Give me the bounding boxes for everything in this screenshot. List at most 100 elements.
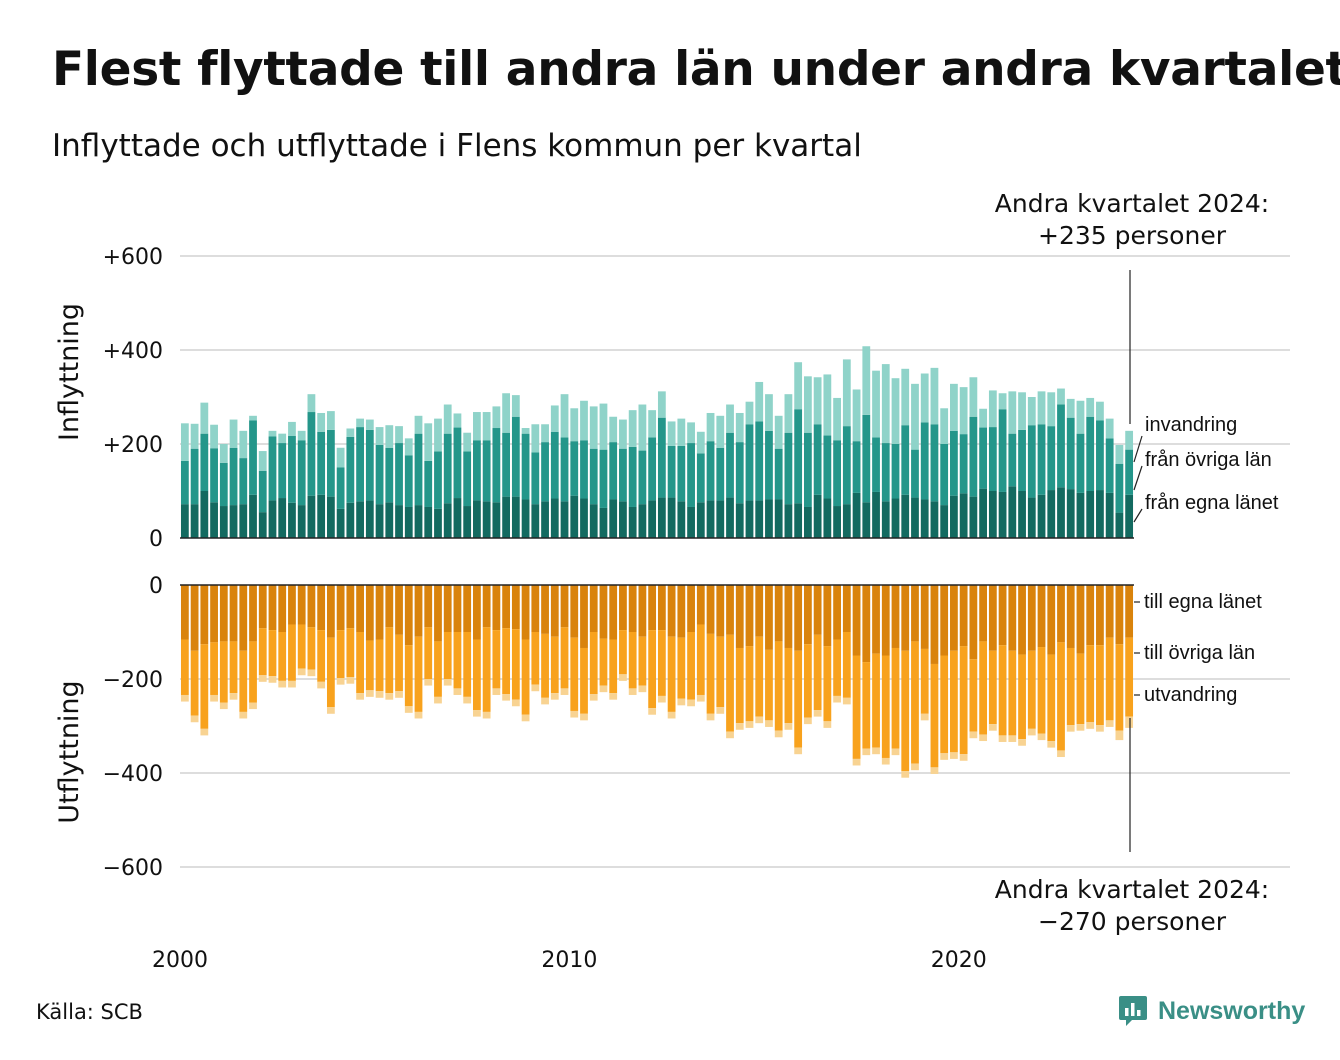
- y-tick-label: +600: [103, 245, 163, 270]
- bar-out-ovriga: [998, 645, 1007, 736]
- bar-out-egna: [258, 585, 267, 629]
- bar-out-utvandring: [229, 693, 238, 700]
- bar-out-ovriga: [560, 627, 569, 689]
- bar-out-egna: [239, 585, 248, 651]
- bar-in-ovriga: [297, 440, 306, 506]
- bar-out-egna: [599, 585, 608, 639]
- bar-in-invandring: [404, 438, 413, 456]
- bar-in-invandring: [1125, 430, 1134, 450]
- bar-out-utvandring: [872, 747, 880, 755]
- bar-out-ovriga: [735, 647, 744, 724]
- bar-out-egna: [463, 585, 472, 632]
- bar-out-ovriga: [1086, 645, 1095, 723]
- bar-in-invandring: [268, 430, 277, 437]
- bar-in-ovriga: [862, 414, 871, 503]
- y-tick-label: +400: [103, 339, 163, 364]
- bar-in-invandring: [414, 415, 423, 434]
- bar-in-ovriga: [969, 416, 978, 497]
- bar-out-ovriga: [765, 649, 773, 721]
- bar-in-ovriga: [375, 444, 384, 505]
- bar-in-invandring: [200, 402, 209, 434]
- bar-in-ovriga: [346, 436, 355, 503]
- bar-out-utvandring: [1008, 735, 1017, 742]
- bar-in-egna: [901, 494, 910, 538]
- bar-in-invandring: [453, 413, 462, 428]
- bar-out-egna: [628, 585, 637, 632]
- gridlines: [180, 255, 1290, 868]
- legend-label-in: invandring: [1145, 414, 1237, 436]
- bar-out-utvandring: [1076, 724, 1085, 731]
- bar-in-ovriga: [356, 427, 364, 502]
- bar-out-ovriga: [930, 663, 939, 768]
- bar-out-egna: [765, 585, 773, 650]
- chart-subtitle: Inflyttade och utflyttade i Flens kommun…: [52, 128, 862, 164]
- bar-in-egna: [687, 506, 695, 538]
- chart-title: Flest flyttade till andra län under andr…: [52, 42, 1340, 97]
- bar-in-ovriga: [774, 448, 783, 500]
- bar-in-ovriga: [667, 445, 676, 498]
- bar-out-utvandring: [395, 691, 403, 698]
- bar-in-egna: [521, 499, 530, 538]
- bar-in-invandring: [1066, 398, 1075, 418]
- bar-out-ovriga: [852, 655, 861, 759]
- bar-in-egna: [307, 495, 316, 538]
- bar-in-invandring: [580, 400, 588, 441]
- bar-out-ovriga: [1008, 650, 1017, 736]
- bar-out-ovriga: [667, 636, 676, 712]
- bar-in-ovriga: [726, 432, 734, 498]
- bar-in-invandring: [648, 410, 657, 438]
- bar-out-egna: [745, 585, 754, 647]
- bar-in-egna: [852, 492, 861, 538]
- bar-in-egna: [930, 501, 939, 538]
- bar-out-ovriga: [774, 641, 783, 731]
- bar-in-egna: [765, 499, 773, 538]
- bar-in-egna: [414, 505, 423, 538]
- bar-out-egna: [735, 585, 744, 648]
- bar-out-utvandring: [765, 720, 773, 727]
- bar-in-egna: [365, 500, 374, 538]
- bar-out-ovriga: [969, 659, 978, 732]
- bar-out-utvandring: [959, 754, 968, 761]
- bar-out-utvandring: [609, 693, 618, 700]
- bar-out-utvandring: [375, 691, 384, 698]
- bar-in-invandring: [570, 408, 579, 442]
- bar-out-egna: [326, 585, 335, 638]
- x-tick-label: 2020: [931, 948, 987, 973]
- bar-in-egna: [784, 504, 793, 538]
- bar-in-egna: [317, 494, 326, 538]
- bar-in-egna: [1018, 491, 1026, 538]
- brand-logo[interactable]: Newsworthy: [1118, 994, 1305, 1028]
- bar-in-invandring: [813, 377, 822, 425]
- bar-in-ovriga: [979, 427, 988, 489]
- bar-out-ovriga: [336, 630, 345, 679]
- legend-label-out: utvandring: [1144, 684, 1237, 706]
- bar-out-ovriga: [794, 650, 803, 748]
- bar-in-ovriga: [794, 409, 803, 504]
- bar-out-utvandring: [833, 695, 841, 703]
- bar-in-invandring: [443, 404, 452, 434]
- bar-out-utvandring: [200, 728, 209, 736]
- bar-in-invandring: [1047, 392, 1056, 427]
- bar-in-invandring: [852, 389, 861, 442]
- bar-in-invandring: [1027, 397, 1036, 426]
- y-tick-label: +200: [103, 433, 163, 458]
- bar-out-egna: [210, 585, 218, 643]
- bar-in-ovriga: [463, 451, 472, 507]
- y-axis-title-inflyttning: Inflyttning: [54, 303, 85, 441]
- bar-in-invandring: [550, 405, 559, 432]
- y-tick-label: −600: [103, 856, 163, 881]
- bar-out-utvandring: [1096, 725, 1104, 732]
- bar-in-ovriga: [307, 412, 316, 496]
- bar-out-ovriga: [648, 630, 657, 709]
- bar-out-utvandring: [881, 757, 890, 765]
- bar-in-egna: [988, 491, 997, 538]
- bar-in-invandring: [920, 373, 929, 423]
- bar-out-ovriga: [511, 629, 520, 700]
- bar-in-ovriga: [482, 440, 491, 502]
- bar-out-egna: [1047, 585, 1056, 655]
- bar-in-invandring: [307, 394, 316, 413]
- bar-out-utvandring: [667, 711, 676, 719]
- bar-out-utvandring: [599, 685, 608, 693]
- bar-out-utvandring: [920, 713, 929, 721]
- bar-in-egna: [911, 497, 919, 538]
